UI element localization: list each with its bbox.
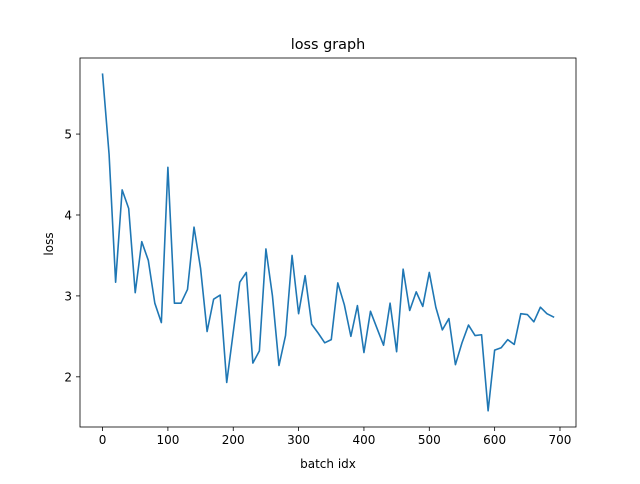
y-axis-label: loss: [42, 232, 56, 255]
x-tick-label: 400: [352, 433, 375, 447]
plot-area: [101, 73, 555, 412]
series-line-0: [101, 73, 555, 412]
axes-frame: [79, 57, 577, 428]
chart-title: loss graph: [291, 37, 366, 53]
x-axis-label: batch idx: [300, 457, 356, 471]
x-tick-label: 200: [222, 433, 245, 447]
y-tick-label: 2: [64, 370, 72, 384]
x-tick-label: 500: [418, 433, 441, 447]
x-tick-label: 0: [99, 433, 107, 447]
axes: 0 100 200 300 400 500 600 700 2 3 4 5: [64, 57, 577, 447]
y-tick-label: 4: [64, 208, 72, 222]
x-tick-label: 300: [287, 433, 310, 447]
x-tick-label: 700: [549, 433, 572, 447]
y-tick-label: 5: [64, 128, 72, 142]
x-tick-label: 100: [156, 433, 179, 447]
y-tick-label: 3: [64, 289, 72, 303]
x-tick-label: 600: [483, 433, 506, 447]
